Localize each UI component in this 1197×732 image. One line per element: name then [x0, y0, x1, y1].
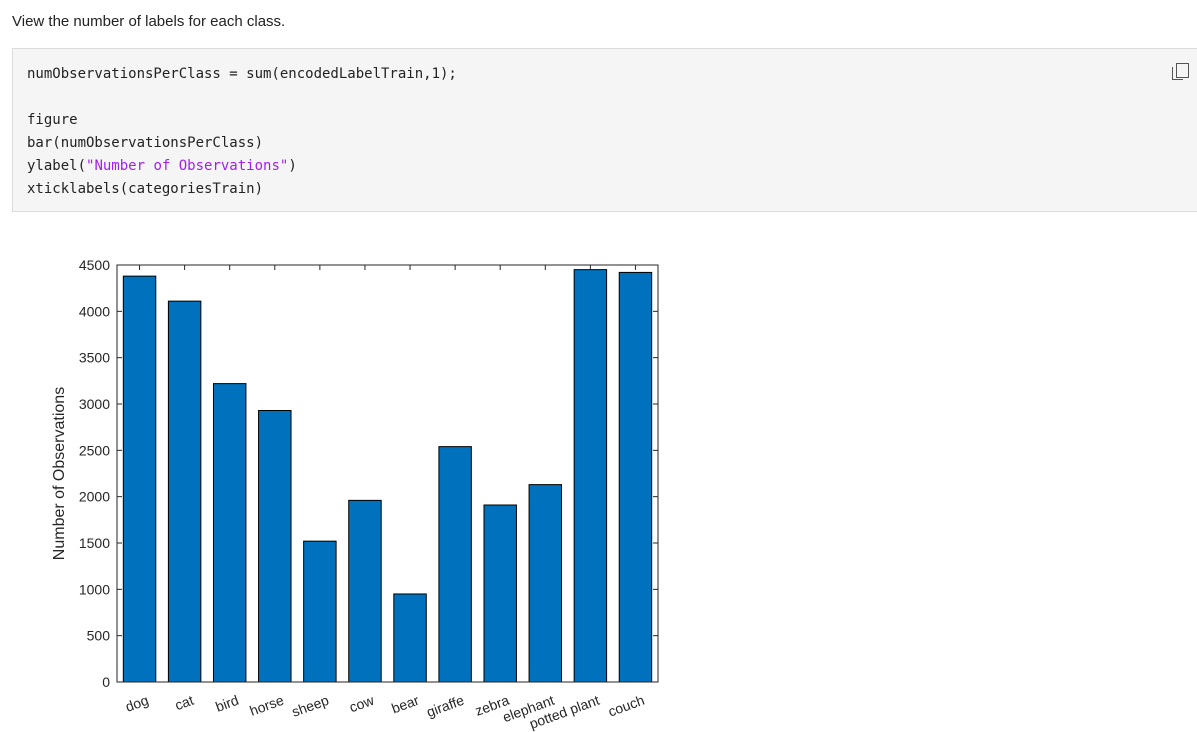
y-tick-label: 3000 — [79, 396, 110, 412]
bar — [258, 409, 292, 683]
y-tick-label: 1000 — [79, 581, 110, 597]
code-line: numObservationsPerClass = sum(encodedLab… — [27, 63, 1197, 86]
y-axis-label: Number of Observations — [51, 387, 68, 560]
code-block: numObservationsPerClass = sum(encodedLab… — [12, 48, 1197, 212]
x-tick-label: bird — [213, 692, 240, 715]
plot-area — [117, 265, 658, 682]
x-tick-label: bear — [389, 692, 421, 717]
bar — [393, 593, 427, 683]
x-tick-label: giraffe — [424, 692, 466, 720]
y-tick-label: 2500 — [79, 442, 110, 458]
code-line: figure — [27, 109, 1197, 132]
y-tick-label: 1500 — [79, 535, 110, 551]
bar — [303, 540, 337, 683]
x-tick-label: cat — [173, 692, 196, 713]
x-tick-label: horse — [247, 692, 286, 719]
axes-box — [116, 264, 659, 683]
code-token: figure — [27, 112, 78, 128]
code-token: numObservationsPerClass = sum(encodedLab… — [27, 66, 457, 82]
bar — [483, 504, 517, 683]
code-line: xticklabels(categoriesTrain) — [27, 178, 1197, 201]
code-token: bar(numObservationsPerClass) — [27, 135, 264, 151]
code-line: ylabel("Number of Observations") — [27, 155, 1197, 178]
code-token: xticklabels(categoriesTrain) — [27, 181, 264, 197]
x-tick-label: couch — [606, 692, 647, 720]
code-token: ylabel( — [27, 158, 87, 174]
bar — [438, 446, 472, 683]
bar — [348, 499, 382, 683]
bar — [573, 269, 608, 683]
intro-text: View the number of labels for each class… — [12, 13, 286, 30]
y-tick-label: 4500 — [79, 257, 110, 273]
copy-button[interactable] — [1172, 63, 1189, 80]
bar — [618, 271, 653, 683]
bar — [167, 300, 202, 683]
bar — [122, 275, 157, 683]
x-tick-label: sheep — [290, 692, 332, 720]
y-tick-label: 500 — [87, 628, 111, 644]
y-tick-label: 4000 — [79, 303, 110, 319]
bar — [212, 383, 247, 683]
x-tick-label: cow — [347, 691, 377, 715]
y-tick-label: 2000 — [79, 489, 110, 505]
y-tick-label: 3500 — [79, 350, 110, 366]
chart: 0 500 1000 1500 2000 2500 3000 3500 4000 4500 Numb… — [51, 257, 659, 732]
code-token: ) — [288, 158, 297, 174]
code-line: bar(numObservationsPerClass) — [27, 132, 1197, 155]
code-paragraph: numObservationsPerClass = sum(encodedLab… — [27, 63, 1197, 86]
code-paragraph: figure bar(numObservationsPerClass) ylabel… — [27, 109, 1197, 201]
y-tick-label: 0 — [102, 674, 110, 690]
bar — [528, 484, 563, 683]
x-tick-label: dog — [123, 692, 150, 715]
code-token: "Number of Observations" — [86, 158, 289, 174]
